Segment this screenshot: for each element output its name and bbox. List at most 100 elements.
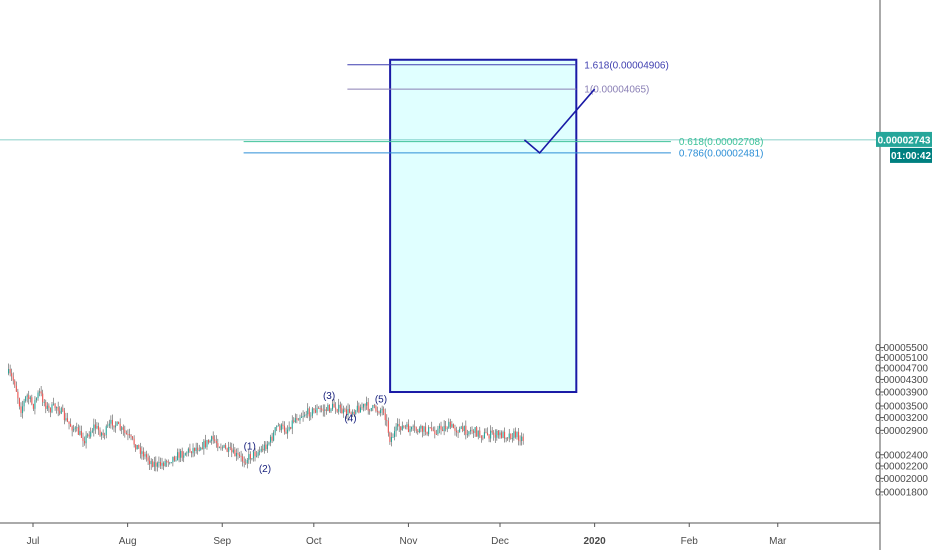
candle-body <box>223 445 225 448</box>
candle-body <box>395 426 397 432</box>
candle-body <box>52 403 55 405</box>
candle-body <box>138 444 140 448</box>
candle-body <box>364 404 366 406</box>
candle-body <box>418 428 420 433</box>
candle-body <box>209 440 211 443</box>
candle-body <box>18 398 20 407</box>
fib-label-1-618: 1.618(0.00004906) <box>584 60 669 71</box>
candle-body <box>347 408 349 416</box>
candle-body <box>34 400 36 409</box>
fib-label-0-618: 0.618(0.00002708) <box>679 137 764 148</box>
candle-body <box>266 444 268 450</box>
candle-body <box>445 425 447 429</box>
candle-body <box>15 385 17 392</box>
candle-body <box>145 454 148 458</box>
candle-body <box>169 462 171 464</box>
candle-body <box>166 461 168 462</box>
countdown-tag <box>890 147 932 163</box>
candle-body <box>26 395 28 397</box>
y-tick-label: 0.00002400 <box>875 450 928 461</box>
x-tick-label: Jul <box>27 536 40 547</box>
candle-body <box>235 452 237 457</box>
candle-body <box>468 431 470 435</box>
candle-body <box>380 410 382 414</box>
candle-body <box>370 407 372 411</box>
x-tick-label: Mar <box>769 536 787 547</box>
candle-body <box>11 373 13 377</box>
candle-body <box>211 436 213 441</box>
candle-body <box>83 441 86 444</box>
candle-body <box>125 432 127 435</box>
candle-body <box>497 430 499 436</box>
candle-body <box>313 408 315 411</box>
candle-body <box>14 380 16 386</box>
candle-body <box>173 456 175 461</box>
candle-body <box>522 436 524 441</box>
candle-body <box>32 404 34 409</box>
candle-body <box>248 454 250 460</box>
candle-body <box>376 411 379 412</box>
fibonacci-levels-layer[interactable]: 1.618(0.00004906) 1(0.00004065) 0.618(0.00… <box>0 60 880 159</box>
candle-body <box>291 420 293 429</box>
candle-body <box>361 407 363 409</box>
candle-body <box>345 409 348 416</box>
candle-body <box>20 406 22 414</box>
candle-body <box>80 430 82 438</box>
candle-body <box>163 463 165 466</box>
candle-body <box>88 434 90 437</box>
candle-body <box>316 407 318 413</box>
candle-body <box>296 418 298 420</box>
candle-body <box>110 419 112 424</box>
candle-body <box>231 448 233 453</box>
candle-body <box>293 420 295 422</box>
candle-body <box>232 449 234 453</box>
candle-body <box>471 430 473 432</box>
candle-body <box>411 427 413 430</box>
candle-body <box>318 407 320 409</box>
candle-body <box>440 425 442 430</box>
projection-path[interactable] <box>523 88 596 155</box>
candle-body <box>434 430 436 435</box>
fib-label-1: 1(0.00004065) <box>584 85 649 96</box>
candle-body <box>454 428 456 431</box>
candle-body <box>153 462 155 467</box>
current-price-text: 0.00002743 <box>878 135 931 146</box>
candle-body <box>344 409 346 411</box>
candle-body <box>308 408 310 417</box>
candle-body <box>152 461 154 467</box>
candle-body <box>118 421 120 425</box>
candle-body <box>299 417 301 421</box>
candle-body <box>381 408 383 411</box>
candle-body <box>91 430 93 432</box>
x-tick-label: Oct <box>306 536 322 547</box>
candle-body <box>452 424 454 429</box>
candle-body <box>249 454 251 460</box>
candle-body <box>218 447 220 449</box>
candle-body <box>121 427 123 430</box>
target-box-layer[interactable] <box>389 58 578 394</box>
candle-body <box>496 430 498 438</box>
target-box[interactable] <box>389 58 578 394</box>
candle-body <box>184 453 186 456</box>
candle-body <box>442 429 444 432</box>
candle-body <box>279 425 281 431</box>
candle-body <box>113 425 115 428</box>
y-tick-label: 0.00003900 <box>875 388 928 399</box>
candle-body <box>353 411 355 414</box>
candle-body <box>237 452 239 455</box>
candle-body <box>12 376 14 381</box>
candle-body <box>510 433 512 439</box>
candle-body <box>221 447 224 449</box>
projection-layer[interactable] <box>523 88 596 155</box>
candle-body <box>403 425 405 427</box>
candle-body <box>519 440 521 442</box>
candle-body <box>407 424 410 432</box>
candle-body <box>108 423 110 426</box>
candle-body <box>319 408 321 409</box>
candle-body <box>446 428 448 430</box>
candle-body <box>448 421 450 429</box>
candle-body <box>51 404 53 413</box>
candle-body <box>310 415 312 417</box>
candle-body <box>142 451 144 457</box>
